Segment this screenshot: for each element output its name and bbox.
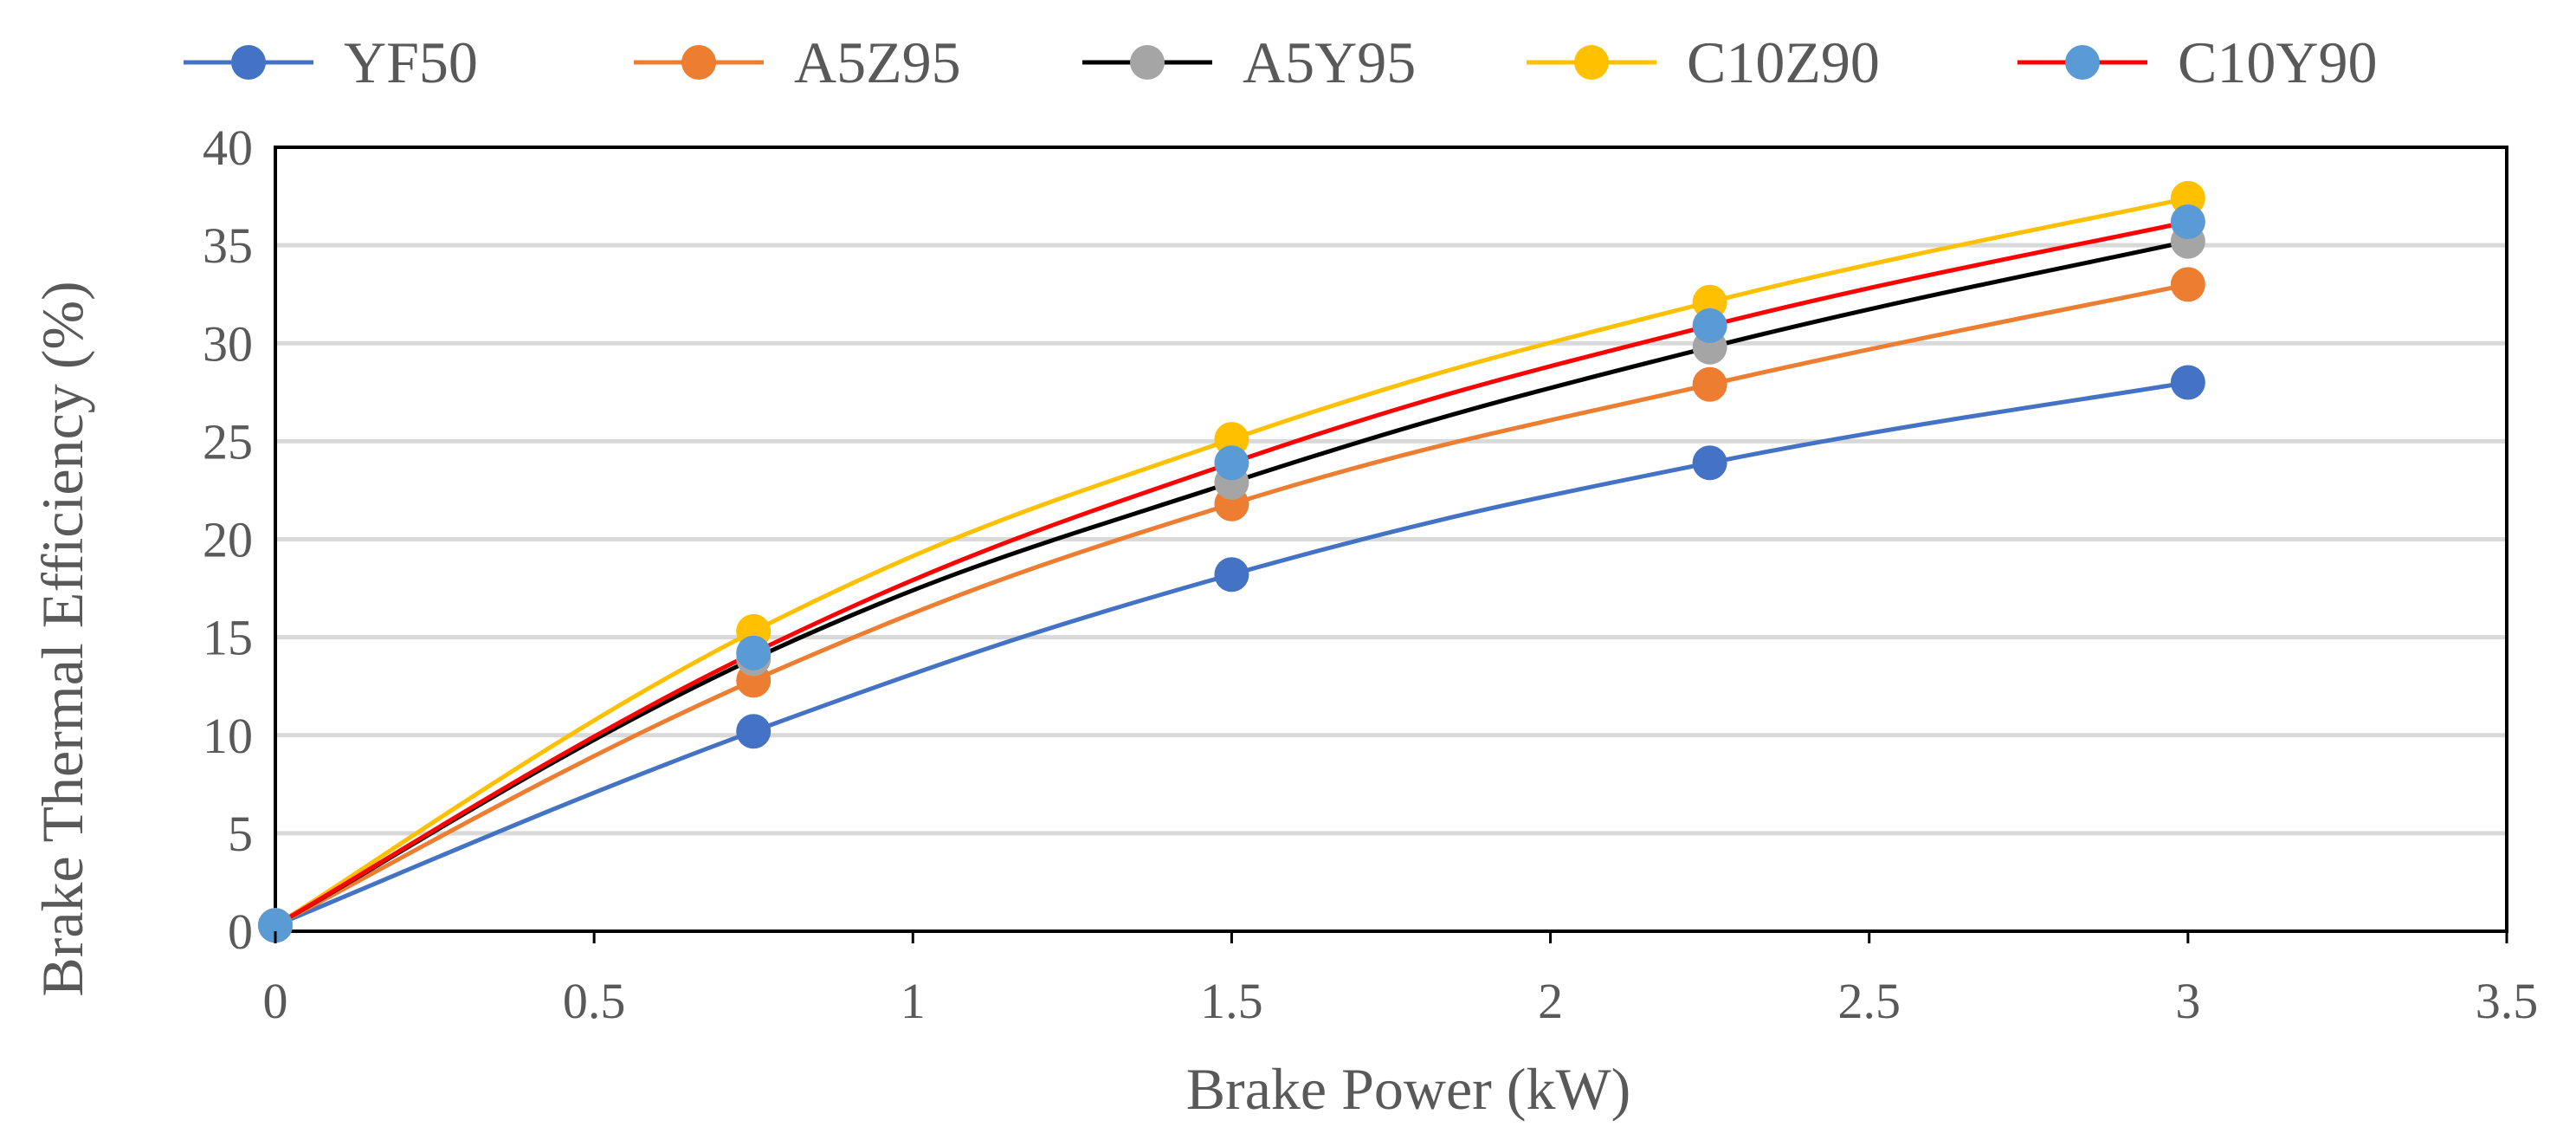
- y-tick-label: 10: [203, 708, 253, 764]
- data-point: [736, 714, 772, 749]
- legend-label: A5Z95: [794, 29, 961, 95]
- x-tick-label: 2.5: [1837, 973, 1901, 1029]
- x-tick-label: 3.5: [2476, 973, 2539, 1029]
- legend: YF50 A5Z95 A5Y95 C10Z90 C10Y90: [184, 29, 2377, 95]
- tick-labels: 0 5 10 15 20 25 30 35 40 0 0.5 1 1.5 2 2.5 3 3.5: [203, 120, 2538, 1029]
- y-tick-label: 15: [203, 610, 253, 666]
- x-tick-label: 2: [1538, 973, 1563, 1029]
- y-tick-label: 25: [203, 413, 253, 470]
- legend-marker: [681, 45, 716, 80]
- data-point: [2170, 267, 2205, 302]
- y-tick-label: 40: [203, 120, 253, 176]
- data-point: [1692, 445, 1727, 481]
- x-tick-label: 3: [2175, 973, 2200, 1029]
- x-axis-title: Brake Power (kW): [1186, 1056, 1631, 1122]
- y-tick-label: 0: [228, 904, 253, 960]
- y-tick-label: 20: [203, 512, 253, 568]
- data-point: [736, 635, 772, 670]
- y-tick-label: 35: [203, 217, 253, 274]
- x-tick-label: 1: [901, 973, 926, 1029]
- data-point: [1692, 366, 1727, 402]
- legend-marker: [2065, 45, 2100, 80]
- y-tick-label: 30: [203, 315, 253, 372]
- data-point: [258, 908, 293, 943]
- series-layer: [258, 180, 2205, 943]
- legend-marker: [1574, 45, 1609, 80]
- y-axis-title: Brake Thermal Efficiency (%): [29, 281, 95, 996]
- data-point: [1214, 445, 1249, 481]
- legend-item: C10Y90: [2018, 29, 2377, 95]
- x-tick-label: 1.5: [1200, 973, 1263, 1029]
- legend-label: C10Y90: [2178, 29, 2377, 95]
- gridlines: [275, 243, 2507, 836]
- legend-label: C10Z90: [1687, 29, 1880, 95]
- legend-marker: [1130, 45, 1165, 80]
- legend-marker: [231, 45, 266, 80]
- data-point: [1214, 557, 1249, 593]
- data-point: [2170, 204, 2205, 239]
- legend-label: YF50: [344, 29, 478, 95]
- legend-item: YF50: [184, 29, 478, 95]
- legend-item: A5Y95: [1082, 29, 1416, 95]
- x-tick-label: 0: [263, 973, 288, 1029]
- legend-label: A5Y95: [1243, 29, 1416, 95]
- data-point: [1692, 308, 1727, 343]
- legend-item: A5Z95: [634, 29, 961, 95]
- series-line: [274, 282, 2189, 928]
- y-tick-label: 5: [228, 806, 253, 862]
- plot-area-border: [274, 146, 2508, 933]
- x-tick-label: 0.5: [563, 973, 626, 1029]
- legend-item: C10Z90: [1527, 29, 1880, 95]
- data-point: [2170, 365, 2205, 400]
